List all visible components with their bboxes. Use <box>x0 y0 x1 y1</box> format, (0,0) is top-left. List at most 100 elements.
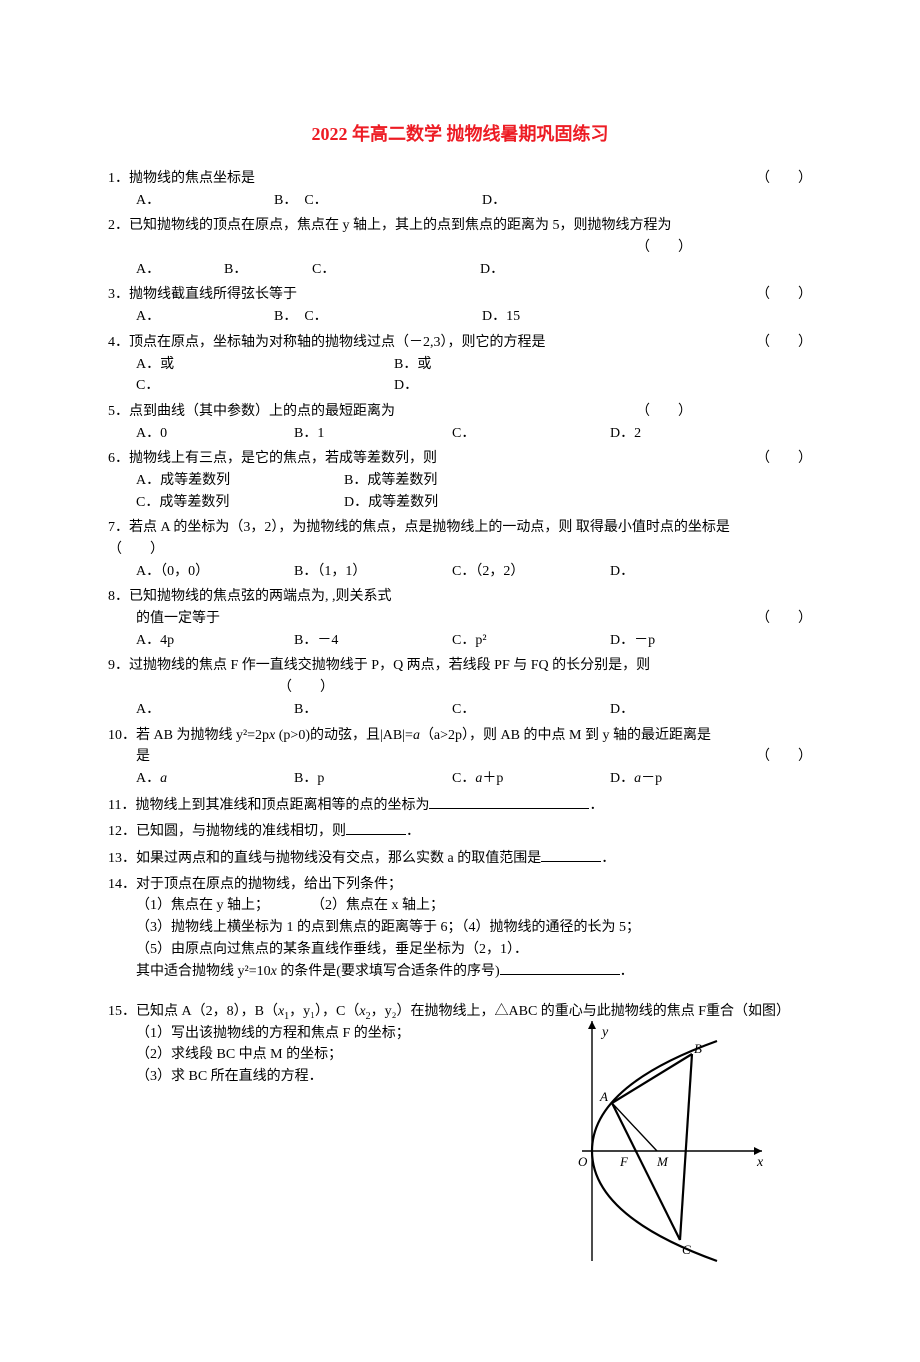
q3-opt-bc: B． C． <box>274 306 474 328</box>
page-title: 2022 年高二数学 抛物线暑期巩固练习 <box>108 120 812 146</box>
axis-x-label: x <box>756 1155 764 1170</box>
q7-stem: 若点 A 的坐标为（3，2），为抛物线的焦点，点是抛物线上的一动点，则 取得最小… <box>129 520 730 535</box>
q9-opt-b: B． <box>294 699 444 721</box>
question-7: 7．若点 A 的坐标为（3，2），为抛物线的焦点，点是抛物线上的一动点，则 取得… <box>108 517 812 582</box>
q6-num: 6． <box>108 451 129 466</box>
q4-num: 4． <box>108 335 129 350</box>
q11-blank <box>429 794 589 809</box>
question-12: 12．已知圆，与抛物线的准线相切，则． <box>108 820 812 843</box>
q3-num: 3． <box>108 287 129 302</box>
q10-stem-pre: 若 AB 为抛物线 y²=2p <box>136 728 269 743</box>
q10-opt-a: A．a <box>136 768 286 790</box>
q4-opt-d: D． <box>394 375 524 397</box>
q13-blank <box>541 847 601 862</box>
q8-paren: （ ） <box>746 608 812 630</box>
q2-num: 2． <box>108 218 129 233</box>
q8-stem2: 的值一定等于 <box>108 608 746 630</box>
q9-opt-d: D． <box>610 699 740 721</box>
q13-num: 13． <box>108 851 136 866</box>
q8-opt-b: B．－4 <box>294 630 444 652</box>
q2-opt-a: A． <box>136 259 216 281</box>
question-14: 14．对于顶点在原点的抛物线，给出下列条件； （1）焦点在 y 轴上； （2）焦… <box>108 874 812 983</box>
axis-y-label: y <box>600 1025 609 1040</box>
q14-c4-post: 的条件是(要求填写合适条件的序号) <box>277 964 500 979</box>
q15-num: 15． <box>108 1004 136 1019</box>
point-c-label: C <box>682 1242 691 1257</box>
q4-opt-a: A．或 <box>136 354 386 376</box>
q6-paren: （ ） <box>746 448 812 470</box>
question-4: 4．顶点在原点，坐标轴为对称轴的抛物线过点（－2,3），则它的方程是 （ ） A… <box>108 332 812 397</box>
q12-stem: 已知圆，与抛物线的准线相切，则 <box>136 824 346 839</box>
q1-paren: （ ） <box>746 168 812 190</box>
origin-label: O <box>578 1154 588 1169</box>
q1-opt-a: A． <box>136 190 266 212</box>
q5-paren: （ ） <box>626 401 812 423</box>
q1-num: 1． <box>108 171 129 186</box>
q9-paren: （ ） <box>278 680 334 695</box>
q6-opt-d: D．成等差数列 <box>344 492 474 514</box>
q1-stem: 抛物线的焦点坐标是 <box>129 171 255 186</box>
q8-stem1: 已知抛物线的焦点弦的两端点为, ,则关系式 <box>129 589 392 604</box>
q7-opt-a: A．（0，0） <box>136 561 286 583</box>
q3-opt-d: D．15 <box>482 306 612 328</box>
q7-opt-d: D． <box>610 561 740 583</box>
question-3: 3．抛物线截直线所得弦长等于 （ ） A． B． C． D．15 <box>108 284 812 327</box>
q4-paren: （ ） <box>746 332 812 354</box>
q11-num: 11． <box>108 798 135 813</box>
q14-num: 14． <box>108 877 136 892</box>
question-8: 8．已知抛物线的焦点弦的两端点为, ,则关系式 的值一定等于 （ ） A．4p … <box>108 586 812 651</box>
q6-opt-c: C．成等差数列 <box>136 492 336 514</box>
q9-opt-c: C． <box>452 699 602 721</box>
q8-opt-d: D．－p <box>610 630 740 652</box>
q5-opt-a: A．0 <box>136 423 286 445</box>
q15-stem-a: 已知点 A（2，8），B（ <box>136 1004 278 1019</box>
q2-opt-d: D． <box>480 259 610 281</box>
q15-stem-b: ，y₁），C（ <box>289 1004 359 1019</box>
question-5: 5．点到曲线（其中参数）上的点的最短距离为 （ ） A．0 B．1 C． D．2 <box>108 401 812 444</box>
q2-opt-b: B． <box>224 259 304 281</box>
point-a-label: A <box>599 1089 608 1104</box>
q5-opt-d: D．2 <box>610 423 740 445</box>
q9-opt-a: A． <box>136 699 286 721</box>
q3-stem: 抛物线截直线所得弦长等于 <box>129 287 297 302</box>
q10-opt-c: C．a＋p <box>452 768 602 790</box>
point-f-label: F <box>619 1154 629 1169</box>
question-15: 15．已知点 A（2，8），B（x1，y₁），C（x2，y₂）在抛物线上，△AB… <box>108 1001 812 1318</box>
q3-opt-a: A． <box>136 306 266 328</box>
q11-stem: 抛物线上到其准线和顶点距离相等的点的坐标为 <box>135 798 429 813</box>
q10-paren: （ ） <box>746 746 812 768</box>
q2-opt-c: C． <box>312 259 472 281</box>
q5-num: 5． <box>108 404 129 419</box>
q6-opt-a: A．成等差数列 <box>136 470 336 492</box>
q7-num: 7． <box>108 520 129 535</box>
q13-stem: 如果过两点和的直线与抛物线没有交点，那么实数 a 的取值范围是 <box>136 851 541 866</box>
q10-opt-b: B．p <box>294 768 444 790</box>
q12-blank <box>346 820 406 835</box>
q14-c1: （1）焦点在 y 轴上； （2）焦点在 x 轴上； <box>108 895 812 917</box>
q8-opt-c: C．p² <box>452 630 602 652</box>
q4-stem: 顶点在原点，坐标轴为对称轴的抛物线过点（－2,3），则它的方程是 <box>129 335 546 350</box>
q10-opt-d: D．a－p <box>610 768 740 790</box>
q10-stem-mid: (p>0)的动弦，且|AB|= <box>275 728 413 743</box>
point-m-label: M <box>656 1154 669 1169</box>
q7-paren: （ ） <box>108 542 164 557</box>
q14-stem: 对于顶点在原点的抛物线，给出下列条件； <box>136 877 402 892</box>
question-11: 11．抛物线上到其准线和顶点距离相等的点的坐标为． <box>108 794 812 817</box>
q12-num: 12． <box>108 824 136 839</box>
page-container: 2022 年高二数学 抛物线暑期巩固练习 1．抛物线的焦点坐标是 （ ） A． … <box>0 0 920 1362</box>
q4-opt-b: B．或 <box>394 354 524 376</box>
q10-stem-post: （a>2p），则 AB 的中点 M 到 y 轴的最近距离是 <box>420 728 711 743</box>
q6-opt-b: B．成等差数列 <box>344 470 474 492</box>
question-6: 6．抛物线上有三点，是它的焦点，若成等差数列，则 （ ） A．成等差数列 B．成… <box>108 448 812 513</box>
q8-opt-a: A．4p <box>136 630 286 652</box>
q5-stem: 点到曲线（其中参数）上的点的最短距离为 <box>129 404 395 419</box>
q9-num: 9． <box>108 658 129 673</box>
question-1: 1．抛物线的焦点坐标是 （ ） A． B． C． D． <box>108 168 812 211</box>
question-10: 10．若 AB 为抛物线 y²=2px (p>0)的动弦，且|AB|=a（a>2… <box>108 725 812 790</box>
q5-opt-c: C． <box>452 423 602 445</box>
q14-c2: （3）抛物线上横坐标为 1 的点到焦点的距离等于 6；（4）抛物线的通径的长为 … <box>108 917 812 939</box>
q3-paren: （ ） <box>746 284 812 306</box>
q4-opt-c: C． <box>136 375 386 397</box>
q6-stem: 抛物线上有三点，是它的焦点，若成等差数列，则 <box>129 451 437 466</box>
question-2: 2．已知抛物线的顶点在原点，焦点在 y 轴上，其上的点到焦点的距离为 5，则抛物… <box>108 215 812 280</box>
